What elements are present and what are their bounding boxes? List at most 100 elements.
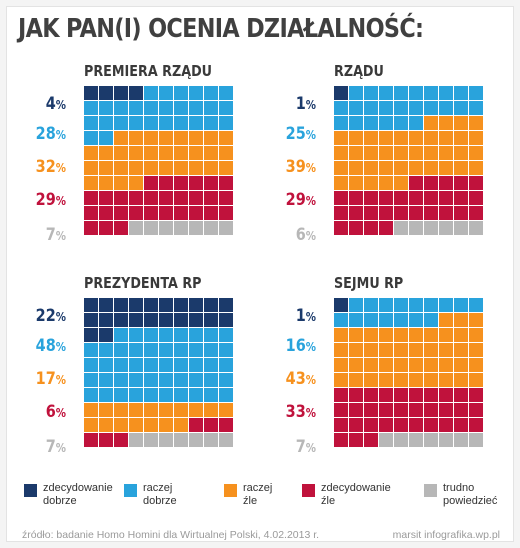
waffle-cell: [204, 161, 218, 175]
waffle-cell: [189, 298, 203, 312]
waffle-cell: [469, 328, 483, 342]
waffle-panel: PREZYDENTA RP 22% 48% 17% 6% 7%: [18, 274, 258, 459]
legend-swatch: [424, 484, 437, 497]
waffle-cell: [454, 101, 468, 115]
waffle-cell: [189, 146, 203, 160]
percent-value: 7: [295, 437, 306, 457]
waffle-cell: [409, 161, 423, 175]
waffle-cell: [189, 131, 203, 145]
waffle-cell: [144, 418, 158, 432]
waffle-cell: [469, 221, 483, 235]
legend-swatch: [124, 484, 137, 497]
waffle-cell: [454, 388, 468, 402]
waffle-cell: [144, 358, 158, 372]
waffle-cell: [394, 298, 408, 312]
waffle-cell: [174, 313, 188, 327]
waffle-cell: [204, 221, 218, 235]
waffle-cell: [424, 343, 438, 357]
waffle-cell: [469, 206, 483, 220]
waffle-cell: [334, 161, 348, 175]
waffle-cell: [379, 313, 393, 327]
percent-symbol: %: [305, 229, 316, 243]
waffle-cell: [219, 116, 233, 130]
percent-label: 6%: [25, 402, 66, 422]
waffle-cell: [219, 433, 233, 447]
waffle-cell: [114, 418, 128, 432]
waffle-cell: [334, 116, 348, 130]
waffle-cell: [189, 343, 203, 357]
legend-label: raczej źle: [243, 482, 273, 507]
waffle-cell: [159, 101, 173, 115]
waffle-cell: [219, 176, 233, 190]
waffle-cell: [379, 131, 393, 145]
percent-symbol: %: [55, 310, 66, 324]
waffle-cell: [144, 298, 158, 312]
waffle-cell: [394, 101, 408, 115]
waffle-cell: [174, 343, 188, 357]
waffle-cell: [174, 101, 188, 115]
waffle-cell: [364, 298, 378, 312]
waffle-cell: [364, 176, 378, 190]
waffle-cell: [204, 191, 218, 205]
waffle-cell: [424, 298, 438, 312]
percent-value: 43: [285, 369, 306, 389]
waffle-cell: [409, 313, 423, 327]
waffle-cell: [379, 206, 393, 220]
waffle-cell: [114, 313, 128, 327]
waffle-cell: [204, 176, 218, 190]
waffle-cell: [349, 161, 363, 175]
waffle-cell: [334, 101, 348, 115]
legend-item-zdecydowanie-dobrze: zdecydowanie dobrze: [24, 482, 113, 508]
waffle-cell: [189, 86, 203, 100]
waffle-cell: [394, 221, 408, 235]
percent-label: 4%: [25, 94, 66, 114]
waffle-cell: [334, 388, 348, 402]
legend-item-trudno-powiedziec: trudno powiedzieć: [424, 482, 497, 508]
waffle-cell: [424, 418, 438, 432]
percent-label: 39%: [275, 157, 316, 177]
waffle-cell: [469, 191, 483, 205]
waffle-cell: [439, 221, 453, 235]
waffle-cell: [394, 328, 408, 342]
waffle-cell: [114, 176, 128, 190]
percent-label: 25%: [275, 124, 316, 144]
waffle-cell: [334, 206, 348, 220]
waffle-cell: [159, 313, 173, 327]
waffle-cell: [454, 146, 468, 160]
percent-label: 32%: [25, 157, 66, 177]
waffle-cell: [144, 146, 158, 160]
waffle-cell: [454, 86, 468, 100]
waffle-cell: [334, 221, 348, 235]
waffle-cell: [439, 131, 453, 145]
waffle-cell: [394, 161, 408, 175]
panel-title: SEJMU RP: [334, 274, 404, 292]
waffle-cell: [144, 116, 158, 130]
waffle-panel: PREMIERA RZĄDU 4% 28% 32% 29% 7%: [18, 62, 258, 247]
waffle-cell: [159, 388, 173, 402]
waffle-cell: [349, 403, 363, 417]
waffle-cell: [349, 116, 363, 130]
waffle-cell: [349, 388, 363, 402]
waffle-cell: [379, 221, 393, 235]
waffle-cell: [219, 146, 233, 160]
waffle-cell: [84, 298, 98, 312]
waffle-cell: [99, 191, 113, 205]
waffle-cell: [394, 146, 408, 160]
waffle-cell: [99, 146, 113, 160]
waffle-cell: [189, 358, 203, 372]
waffle-cell: [334, 86, 348, 100]
waffle-cell: [84, 206, 98, 220]
waffle-cell: [409, 433, 423, 447]
percent-label: 29%: [25, 190, 66, 210]
waffle-cell: [204, 101, 218, 115]
waffle-cell: [144, 343, 158, 357]
waffle-cell: [174, 146, 188, 160]
waffle-cell: [159, 298, 173, 312]
waffle-cell: [469, 116, 483, 130]
waffle-cell: [469, 161, 483, 175]
waffle-cell: [219, 328, 233, 342]
waffle-cell: [469, 418, 483, 432]
waffle-cell: [469, 358, 483, 372]
waffle-cell: [189, 206, 203, 220]
waffle-cell: [454, 161, 468, 175]
